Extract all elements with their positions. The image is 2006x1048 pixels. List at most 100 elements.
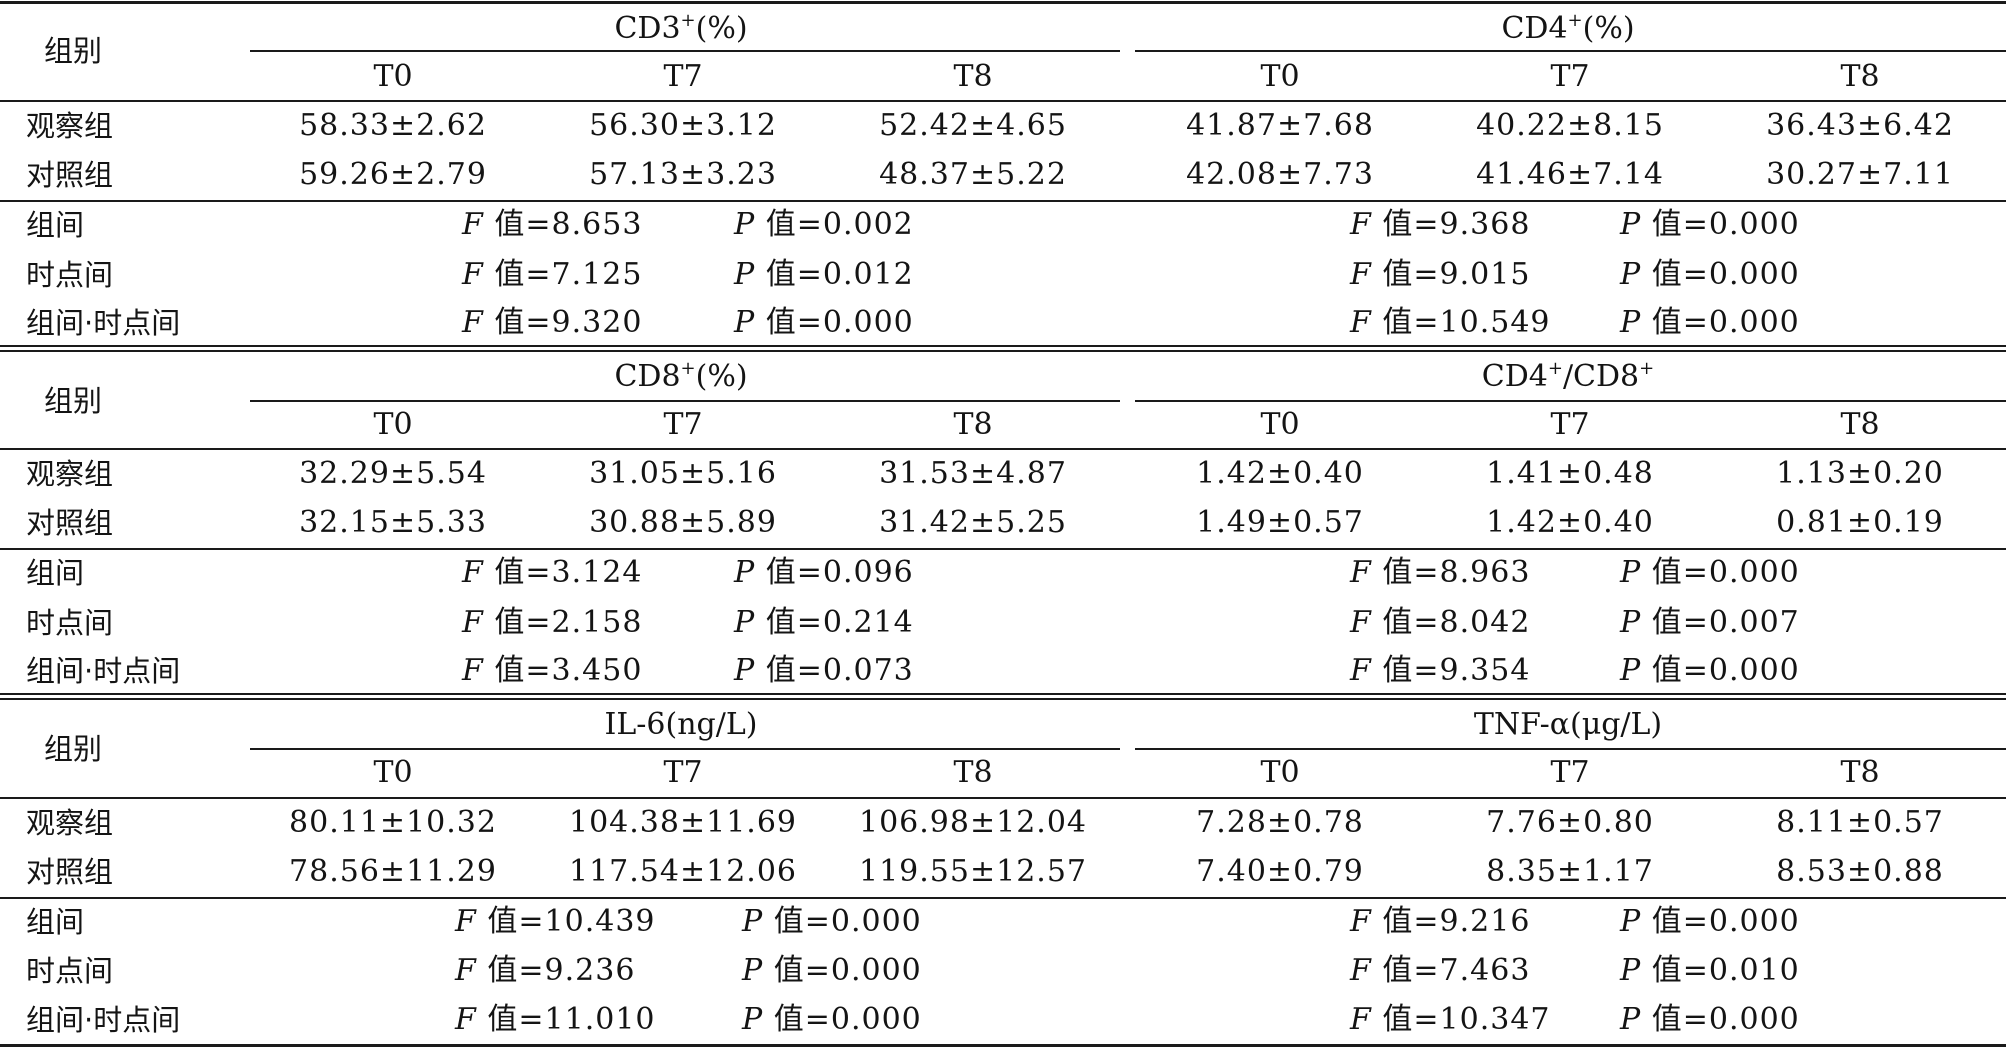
p-value: P 值=0.010 [1620,953,1800,988]
p-value: P 值=0.007 [1620,605,1800,640]
time-header: T0 [373,407,413,442]
row-label-between-groups: 组间 [26,208,85,242]
section-2-left-title: CD8+(%) [614,358,748,394]
time-header: T0 [1260,59,1300,94]
header-rule [0,448,2006,450]
table-cell: 30.88±5.89 [589,505,777,540]
row-label-observation: 观察组 [26,806,114,840]
row-label-interaction: 组间·时点间 [26,1003,181,1037]
p-value: P 值=0.000 [742,1002,922,1037]
f-value: F 值=2.158 [462,605,643,640]
f-value: F 值=10.347 [1350,1002,1551,1037]
table-cell: 41.46±7.14 [1476,157,1664,192]
time-header: T7 [1550,407,1590,442]
table-section-2: 组别 CD8+(%) CD4+/CD8+ T0 T7 T8 T0 T7 T8 观… [0,352,2006,700]
time-header: T8 [953,755,993,790]
f-value: F 值=9.368 [1350,207,1531,242]
table-cell: 1.42±0.40 [1486,505,1654,540]
table-cell: 42.08±7.73 [1186,157,1374,192]
table-cell: 119.55±12.57 [859,854,1087,889]
table-bottom-rule [0,1044,2006,1047]
right-group-rule [1135,50,2006,52]
row-label-control: 对照组 [26,506,114,540]
table-cell: 7.40±0.79 [1196,854,1364,889]
time-header: T7 [1550,755,1590,790]
table-cell: 58.33±2.62 [299,108,487,143]
p-value: P 值=0.000 [742,904,922,939]
section-3-right-title: TNF-α(μg/L) [1473,707,1663,742]
section-rule [0,345,2006,347]
table-cell: 40.22±8.15 [1476,108,1664,143]
time-header: T8 [953,59,993,94]
row-label-between-timepoints: 时点间 [26,954,114,988]
group-header: 组别 [44,34,103,68]
section-rule [0,698,2006,700]
row-label-interaction: 组间·时点间 [26,306,181,340]
left-group-rule [250,400,1120,402]
table-cell: 57.13±3.23 [589,157,777,192]
header-rule [0,797,2006,799]
table-cell: 1.49±0.57 [1196,505,1364,540]
table-cell: 1.41±0.48 [1486,456,1654,491]
table-cell: 31.42±5.25 [879,505,1067,540]
p-value: P 值=0.000 [1620,305,1800,340]
f-value: F 值=9.354 [1350,653,1531,688]
table-cell: 32.29±5.54 [299,456,487,491]
f-value: F 值=9.216 [1350,904,1531,939]
right-group-rule [1135,748,2006,750]
f-value: F 值=9.015 [1350,257,1531,292]
f-value: F 值=3.450 [462,653,643,688]
left-group-rule [250,748,1120,750]
time-header: T7 [663,755,703,790]
f-value: F 值=8.042 [1350,605,1531,640]
table-cell: 30.27±7.11 [1766,157,1954,192]
right-group-rule [1135,400,2006,402]
f-value: F 值=10.549 [1350,305,1551,340]
table-cell: 106.98±12.04 [859,805,1087,840]
header-rule [0,100,2006,102]
f-value: F 值=3.124 [462,555,643,590]
table-cell: 7.76±0.80 [1486,805,1654,840]
f-value: F 值=11.010 [455,1002,656,1037]
table-cell: 0.81±0.19 [1776,505,1944,540]
p-value: P 值=0.000 [1620,1002,1800,1037]
table-cell: 8.11±0.57 [1776,805,1944,840]
p-value: P 值=0.000 [1620,904,1800,939]
table-cell: 80.11±10.32 [289,805,497,840]
row-label-observation: 观察组 [26,109,114,143]
table-cell: 8.35±1.17 [1486,854,1654,889]
table-cell: 1.13±0.20 [1776,456,1944,491]
time-header: T8 [1840,59,1880,94]
row-label-between-groups: 组间 [26,905,85,939]
table-cell: 31.05±5.16 [589,456,777,491]
table-section-1: 组别 CD3+(%) CD4+(%) T0 T7 T8 T0 T7 T8 观察组… [0,0,2006,352]
table-cell: 1.42±0.40 [1196,456,1364,491]
f-value: F 值=9.320 [462,305,643,340]
time-header: T0 [1260,755,1300,790]
table-cell: 59.26±2.79 [299,157,487,192]
p-value: P 值=0.073 [734,653,914,688]
table-cell: 36.43±6.42 [1766,108,1954,143]
f-value: F 值=8.963 [1350,555,1531,590]
f-value: F 值=8.653 [462,207,643,242]
group-header: 组别 [44,384,103,418]
table-cell: 56.30±3.12 [589,108,777,143]
row-label-observation: 观察组 [26,457,114,491]
p-value: P 值=0.000 [742,953,922,988]
table-section-3: 组别 IL-6(ng/L) TNF-α(μg/L) T0 T7 T8 T0 T7… [0,700,2006,1048]
table-cell: 104.38±11.69 [569,805,797,840]
table-cell: 31.53±4.87 [879,456,1067,491]
table-cell: 32.15±5.33 [299,505,487,540]
p-value: P 值=0.000 [1620,555,1800,590]
stats-rule [0,548,2006,550]
p-value: P 值=0.012 [734,257,914,292]
row-label-interaction: 组间·时点间 [26,654,181,688]
row-label-between-timepoints: 时点间 [26,258,114,292]
stats-rule [0,200,2006,202]
group-header: 组别 [44,732,103,766]
table-cell: 7.28±0.78 [1196,805,1364,840]
table-cell: 52.42±4.65 [879,108,1067,143]
section-3-left-title: IL-6(ng/L) [604,707,758,742]
table-top-rule [0,1,2006,4]
